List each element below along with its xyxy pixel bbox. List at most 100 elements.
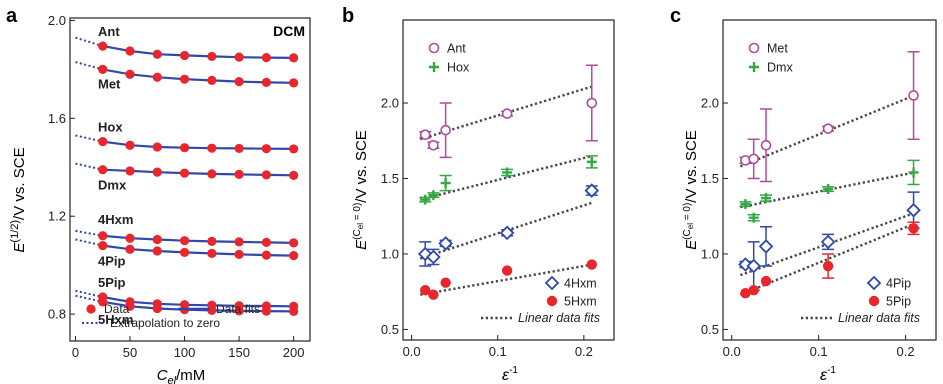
panel-a-data-point xyxy=(98,240,108,251)
panel-a-extrapolation-line xyxy=(75,61,103,71)
panel-b-y-tick-label: 2.0 xyxy=(381,96,399,111)
panel-a-data-point xyxy=(207,236,217,247)
panel-a-data-point xyxy=(125,233,135,243)
panel-a-data-point xyxy=(261,237,271,247)
panel-c-legend-fit-text: Linear data fits xyxy=(838,311,920,325)
panel-a-data-point xyxy=(261,53,271,63)
panel-c-y-tick-label: 0.5 xyxy=(701,322,719,337)
panel-a-extrapolation-line xyxy=(75,238,103,247)
panel-b-fit-line-4hxm xyxy=(419,201,593,260)
panel-a-data-point xyxy=(261,170,271,180)
panel-b-data-point-ant xyxy=(419,129,431,141)
panel-b-y-tick-label: 1.5 xyxy=(381,171,399,186)
panel-b-fit-line-5hxm xyxy=(420,263,593,296)
panel-a-extrapolation-line xyxy=(75,289,103,298)
panel-b-y-tick-label: 0.5 xyxy=(381,322,399,337)
panel-b-data-point-4hxm xyxy=(584,183,600,198)
panel-a-data-point xyxy=(234,143,244,154)
panel-b-legend-marker xyxy=(546,295,558,307)
panel-b-x-axis-label: ε-1 xyxy=(502,365,518,384)
panel-a-legend-dot-marker xyxy=(86,304,96,314)
panel-c-data-point-5pip xyxy=(908,223,919,234)
panel-b-y-axis-label: E(Cel = 0)/V vs. SCE xyxy=(352,130,370,250)
panel-b-legend-text: 4Hxm xyxy=(564,277,597,291)
panel-a-data-point xyxy=(261,144,271,154)
panel-a-corner-label: DCM xyxy=(273,23,305,39)
panel-a-series-label: 4Pip xyxy=(98,254,126,269)
panel-a-legend-text: Extrapolation to zero xyxy=(110,316,220,330)
panel-a-data-point xyxy=(179,74,190,84)
panel-a-y-tick-label: 1.6 xyxy=(48,111,66,126)
panel-a-x-tick-label: 0 xyxy=(72,345,79,360)
panel-b-data-point-ant xyxy=(586,97,598,109)
panel-a-y-axis-label: E(1/2)/V vs. SCE xyxy=(9,147,28,252)
panel-a-data-point xyxy=(289,170,299,180)
panel-a-data-point xyxy=(125,166,135,176)
panel-a-data-point xyxy=(98,41,108,51)
panel-b-legend-marker xyxy=(428,42,440,54)
panel-a-extrapolation-line xyxy=(75,229,103,237)
panel-a-y-tick-label: 0.8 xyxy=(48,307,66,322)
panel-b-x-tick-label: 0.0 xyxy=(403,344,421,359)
panel-c-legend-text: 5Pip xyxy=(886,295,911,309)
panel-a-data-point xyxy=(125,244,135,254)
panel-c-data-point-5pip xyxy=(748,284,759,296)
panel-a-data-point xyxy=(179,247,190,258)
panel-a-data-point xyxy=(289,251,299,261)
panel-c-x-axis-label: ε-1 xyxy=(820,365,836,384)
panel-b-frame xyxy=(402,19,615,341)
panel-c-data-point-4pip xyxy=(746,258,761,274)
panel-b-data-point-5hxm xyxy=(420,284,431,296)
panel-b-data-point-hox xyxy=(440,178,451,189)
panel-c-y-tick-label: 2.0 xyxy=(701,96,719,111)
panel-a-y-tick-label: 1.2 xyxy=(48,209,66,224)
panel-c-x-tick-label: 0.0 xyxy=(723,344,741,359)
panel-b-data-point-hox xyxy=(428,190,439,201)
panel-a-data-point xyxy=(152,303,162,314)
panel-a-data-point xyxy=(98,165,108,175)
panel-c-x-tick-label: 0.2 xyxy=(897,344,915,359)
panel-b-data-point-5hxm xyxy=(428,289,439,300)
panel-b-label: b xyxy=(342,5,354,27)
panel-b-data-point-4hxm xyxy=(499,225,515,241)
panel-a-extrapolation-line xyxy=(75,36,104,48)
panel-a-data-point xyxy=(207,143,217,153)
panel-a-data-point xyxy=(179,50,190,61)
panel-a-data-point xyxy=(98,64,108,74)
panel-c-plot-area: 0.0 0.1 0.2 0.5 1.0 1.5 2.0 Met Dmx 4Pip 5Pip Linea… xyxy=(701,19,937,359)
panel-b-data-point-5hxm xyxy=(501,265,513,276)
panel-a-y-tick-label: 2.0 xyxy=(48,13,66,28)
panel-a-plot-area: 0 50 100 150 200 0.8 1.2 1.6 2.0 Ant Met Hox Dmx 4Hxm… xyxy=(48,13,311,360)
panel-c-y-tick-label: 1.0 xyxy=(701,246,719,261)
panel-b-data-point-5hxm xyxy=(586,259,597,270)
panel-a-x-tick-label: 50 xyxy=(123,345,137,360)
panel-a-data-point xyxy=(152,72,162,82)
panel-c-y-axis-label: E(Cel = 0)/V vs. SCE xyxy=(682,130,700,250)
panel-a-series-label: Dmx xyxy=(98,178,127,193)
panel-b-fit-line-hox xyxy=(419,154,593,201)
panel-b-data-point-hox xyxy=(586,156,597,167)
panel-a-data-point xyxy=(179,143,190,153)
panel-b-legend-text: 5Hxm xyxy=(564,295,597,309)
panel-b-data-point-4hxm xyxy=(417,246,433,262)
panel-c: c 0.0 0.1 0.2 0.5 1.0 1.5 2.0 Met Dmx 4Pip 5Pip Lin… xyxy=(670,5,937,384)
panel-c-legend-marker xyxy=(868,295,880,307)
panel-a-data-point xyxy=(125,140,135,150)
panel-c-legend-text: Met xyxy=(767,42,788,56)
panel-a-extrapolation-line xyxy=(75,294,103,303)
panel-c-legend-marker xyxy=(866,275,882,291)
panel-a-data-point xyxy=(261,250,271,260)
panel-a-data-point xyxy=(289,78,299,88)
panel-c-data-point-4pip xyxy=(758,239,774,254)
panel-c-data-point-4pip xyxy=(820,234,836,250)
panel-c-legend-marker xyxy=(749,62,759,72)
panel-b-data-point-4hxm xyxy=(438,236,453,251)
panel-c-data-point-dmx xyxy=(748,212,759,223)
panel-c-legend-text: 4Pip xyxy=(886,277,911,291)
panel-a-frame xyxy=(69,17,311,342)
panel-b-data-point-ant xyxy=(501,108,513,119)
panel-c-data-point-5pip xyxy=(822,260,834,272)
panel-a-data-point xyxy=(234,169,244,179)
panel-a-data-point xyxy=(179,236,190,246)
